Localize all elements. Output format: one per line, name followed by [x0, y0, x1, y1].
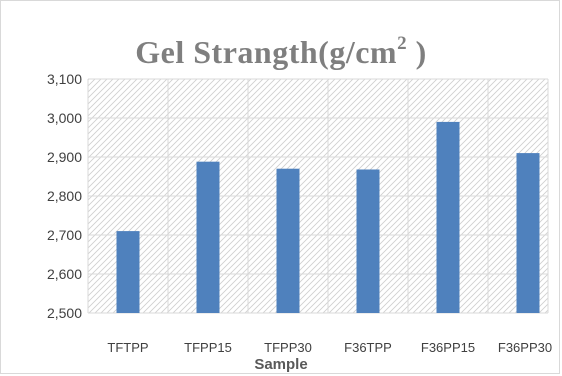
bar-f36tpp	[356, 169, 380, 313]
gridlines	[87, 78, 549, 314]
chart-title-superscript: 2	[397, 33, 408, 54]
y-tick-label: 3,000	[47, 110, 82, 126]
x-axis-ticks: TFTPP TFPP15 TFPP30 F36TPP F36PP15 F36PP30	[107, 340, 552, 355]
y-tick-label: 2,800	[47, 188, 82, 204]
chart-title-tail: )	[407, 34, 427, 70]
bar-tfpp15	[196, 161, 220, 313]
y-tick-label: 3,100	[47, 71, 82, 87]
y-tick-label: 2,700	[47, 227, 82, 243]
bars	[116, 121, 540, 314]
x-tick-label: F36PP15	[421, 340, 475, 355]
x-tick-label: TFPP30	[264, 340, 312, 355]
chart-title: Gel Strangth(g/cm2 )	[0, 34, 562, 71]
x-tick-label: TFPP15	[184, 340, 232, 355]
y-axis-ticks: 2,500 2,600 2,700 2,800 2,900 3,000 3,100	[47, 71, 82, 321]
x-tick-label: F36PP30	[498, 340, 552, 355]
x-tick-label: F36TPP	[344, 340, 392, 355]
x-axis-label: Sample	[254, 356, 308, 373]
bar-f36pp30	[516, 153, 540, 313]
y-tick-label: 2,500	[47, 305, 82, 321]
bar-f36pp15	[436, 121, 460, 314]
y-tick-label: 2,600	[47, 266, 82, 282]
x-tick-label: TFTPP	[107, 340, 148, 355]
chart-title-main: Gel Strangth(g/cm	[135, 34, 398, 70]
bar-tfpp30	[276, 168, 300, 313]
bar-tftpp	[116, 231, 140, 313]
y-tick-label: 2,900	[47, 149, 82, 165]
